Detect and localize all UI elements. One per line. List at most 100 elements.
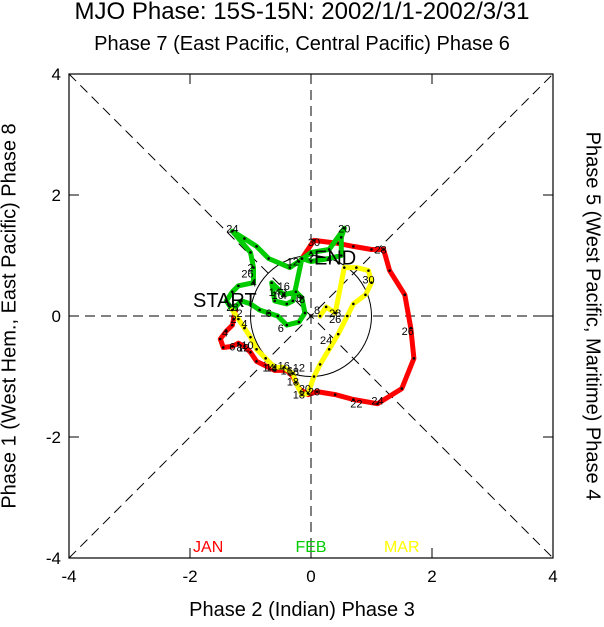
bottom-axis-title: Phase 2 (Indian) Phase 3 — [189, 599, 415, 621]
day-label: 20 — [338, 223, 350, 235]
data-point — [282, 293, 286, 297]
data-point — [409, 326, 413, 330]
data-point — [255, 360, 258, 363]
data-point — [270, 281, 273, 285]
day-label: 2 — [308, 252, 314, 264]
x-tick-label: -4 — [61, 567, 76, 586]
data-point — [285, 302, 289, 306]
data-point — [309, 260, 313, 263]
data-point — [367, 269, 370, 272]
day-label: 16 — [281, 365, 293, 377]
x-tick-label: -2 — [182, 567, 197, 586]
legend-feb: FEB — [295, 539, 326, 556]
x-tick-label: 0 — [306, 567, 315, 586]
data-point — [231, 290, 234, 294]
data-point — [364, 293, 367, 297]
day-label: 14 — [263, 362, 275, 374]
data-point — [288, 266, 292, 269]
day-label: 2 — [230, 314, 236, 326]
data-point — [400, 387, 404, 390]
data-point — [342, 226, 346, 230]
data-point — [252, 281, 255, 285]
day-label: 30 — [362, 275, 374, 287]
day-label: 4 — [222, 327, 228, 339]
data-point — [297, 260, 301, 263]
data-point — [327, 347, 331, 351]
day-label: 16 — [278, 281, 290, 293]
data-point — [339, 254, 343, 257]
data-point — [231, 344, 234, 348]
data-point — [342, 266, 346, 269]
day-label: 26 — [241, 269, 253, 281]
day-label: 18 — [293, 390, 305, 402]
data-point — [370, 281, 373, 285]
day-label: 6 — [296, 293, 302, 305]
data-point — [388, 269, 391, 272]
day-label: 6 — [266, 308, 272, 320]
day-label: 6 — [229, 341, 235, 353]
data-point — [312, 239, 316, 242]
y-tick-label: 2 — [52, 186, 61, 205]
day-label: 10 — [241, 340, 253, 352]
day-label: 4 — [241, 318, 247, 330]
data-point — [255, 347, 258, 351]
data-point — [267, 311, 270, 315]
data-point — [249, 351, 252, 354]
day-label: 20 — [308, 387, 320, 399]
day-label: 8 — [299, 294, 305, 306]
series-line-mar — [229, 265, 374, 398]
data-point — [306, 392, 310, 395]
data-point — [352, 302, 355, 306]
data-point — [297, 320, 301, 324]
data-point — [370, 248, 373, 251]
data-point — [282, 366, 286, 369]
data-point — [267, 257, 270, 260]
data-point — [339, 236, 343, 239]
day-label: 22 — [350, 399, 362, 411]
data-point — [243, 326, 246, 330]
data-point — [315, 390, 319, 393]
day-label: 18 — [287, 376, 299, 388]
day-label: 18 — [287, 367, 299, 379]
day-label: 26 — [402, 326, 414, 338]
data-point — [300, 393, 304, 396]
data-point — [243, 344, 246, 348]
day-label: 4 — [281, 290, 287, 302]
day-label: 16 — [278, 361, 290, 373]
data-point — [237, 317, 240, 321]
data-point — [327, 257, 331, 260]
data-point — [240, 299, 243, 303]
data-point — [412, 357, 416, 360]
day-label: 4 — [250, 278, 256, 290]
data-point — [225, 329, 228, 333]
top-axis-title: Phase 7 (East Pacific, Central Pacific) … — [94, 33, 510, 55]
data-point — [237, 341, 240, 345]
data-point — [333, 393, 337, 396]
data-point — [273, 299, 277, 303]
day-label: 28 — [226, 302, 238, 314]
day-label: 4 — [326, 254, 332, 266]
data-point — [318, 314, 322, 318]
data-point — [327, 248, 331, 251]
data-point — [309, 251, 313, 254]
day-label: 24 — [371, 396, 383, 408]
data-point — [231, 230, 234, 233]
day-label: 6 — [278, 323, 284, 335]
y-tick-label: 0 — [52, 307, 61, 326]
end-label: END — [314, 248, 356, 270]
data-point — [333, 311, 337, 315]
day-label: 24 — [226, 223, 238, 235]
data-point — [255, 245, 258, 248]
y-tick-label: -2 — [46, 428, 61, 447]
data-point — [300, 257, 304, 260]
data-point — [273, 366, 277, 369]
data-point — [336, 332, 340, 336]
day-label: 28 — [374, 244, 386, 256]
day-label: 26 — [329, 314, 341, 326]
data-point — [300, 296, 304, 300]
data-point — [249, 302, 252, 306]
data-point — [291, 372, 295, 375]
y-tick-label: 4 — [52, 65, 61, 84]
legend-jan: JAN — [193, 539, 223, 556]
